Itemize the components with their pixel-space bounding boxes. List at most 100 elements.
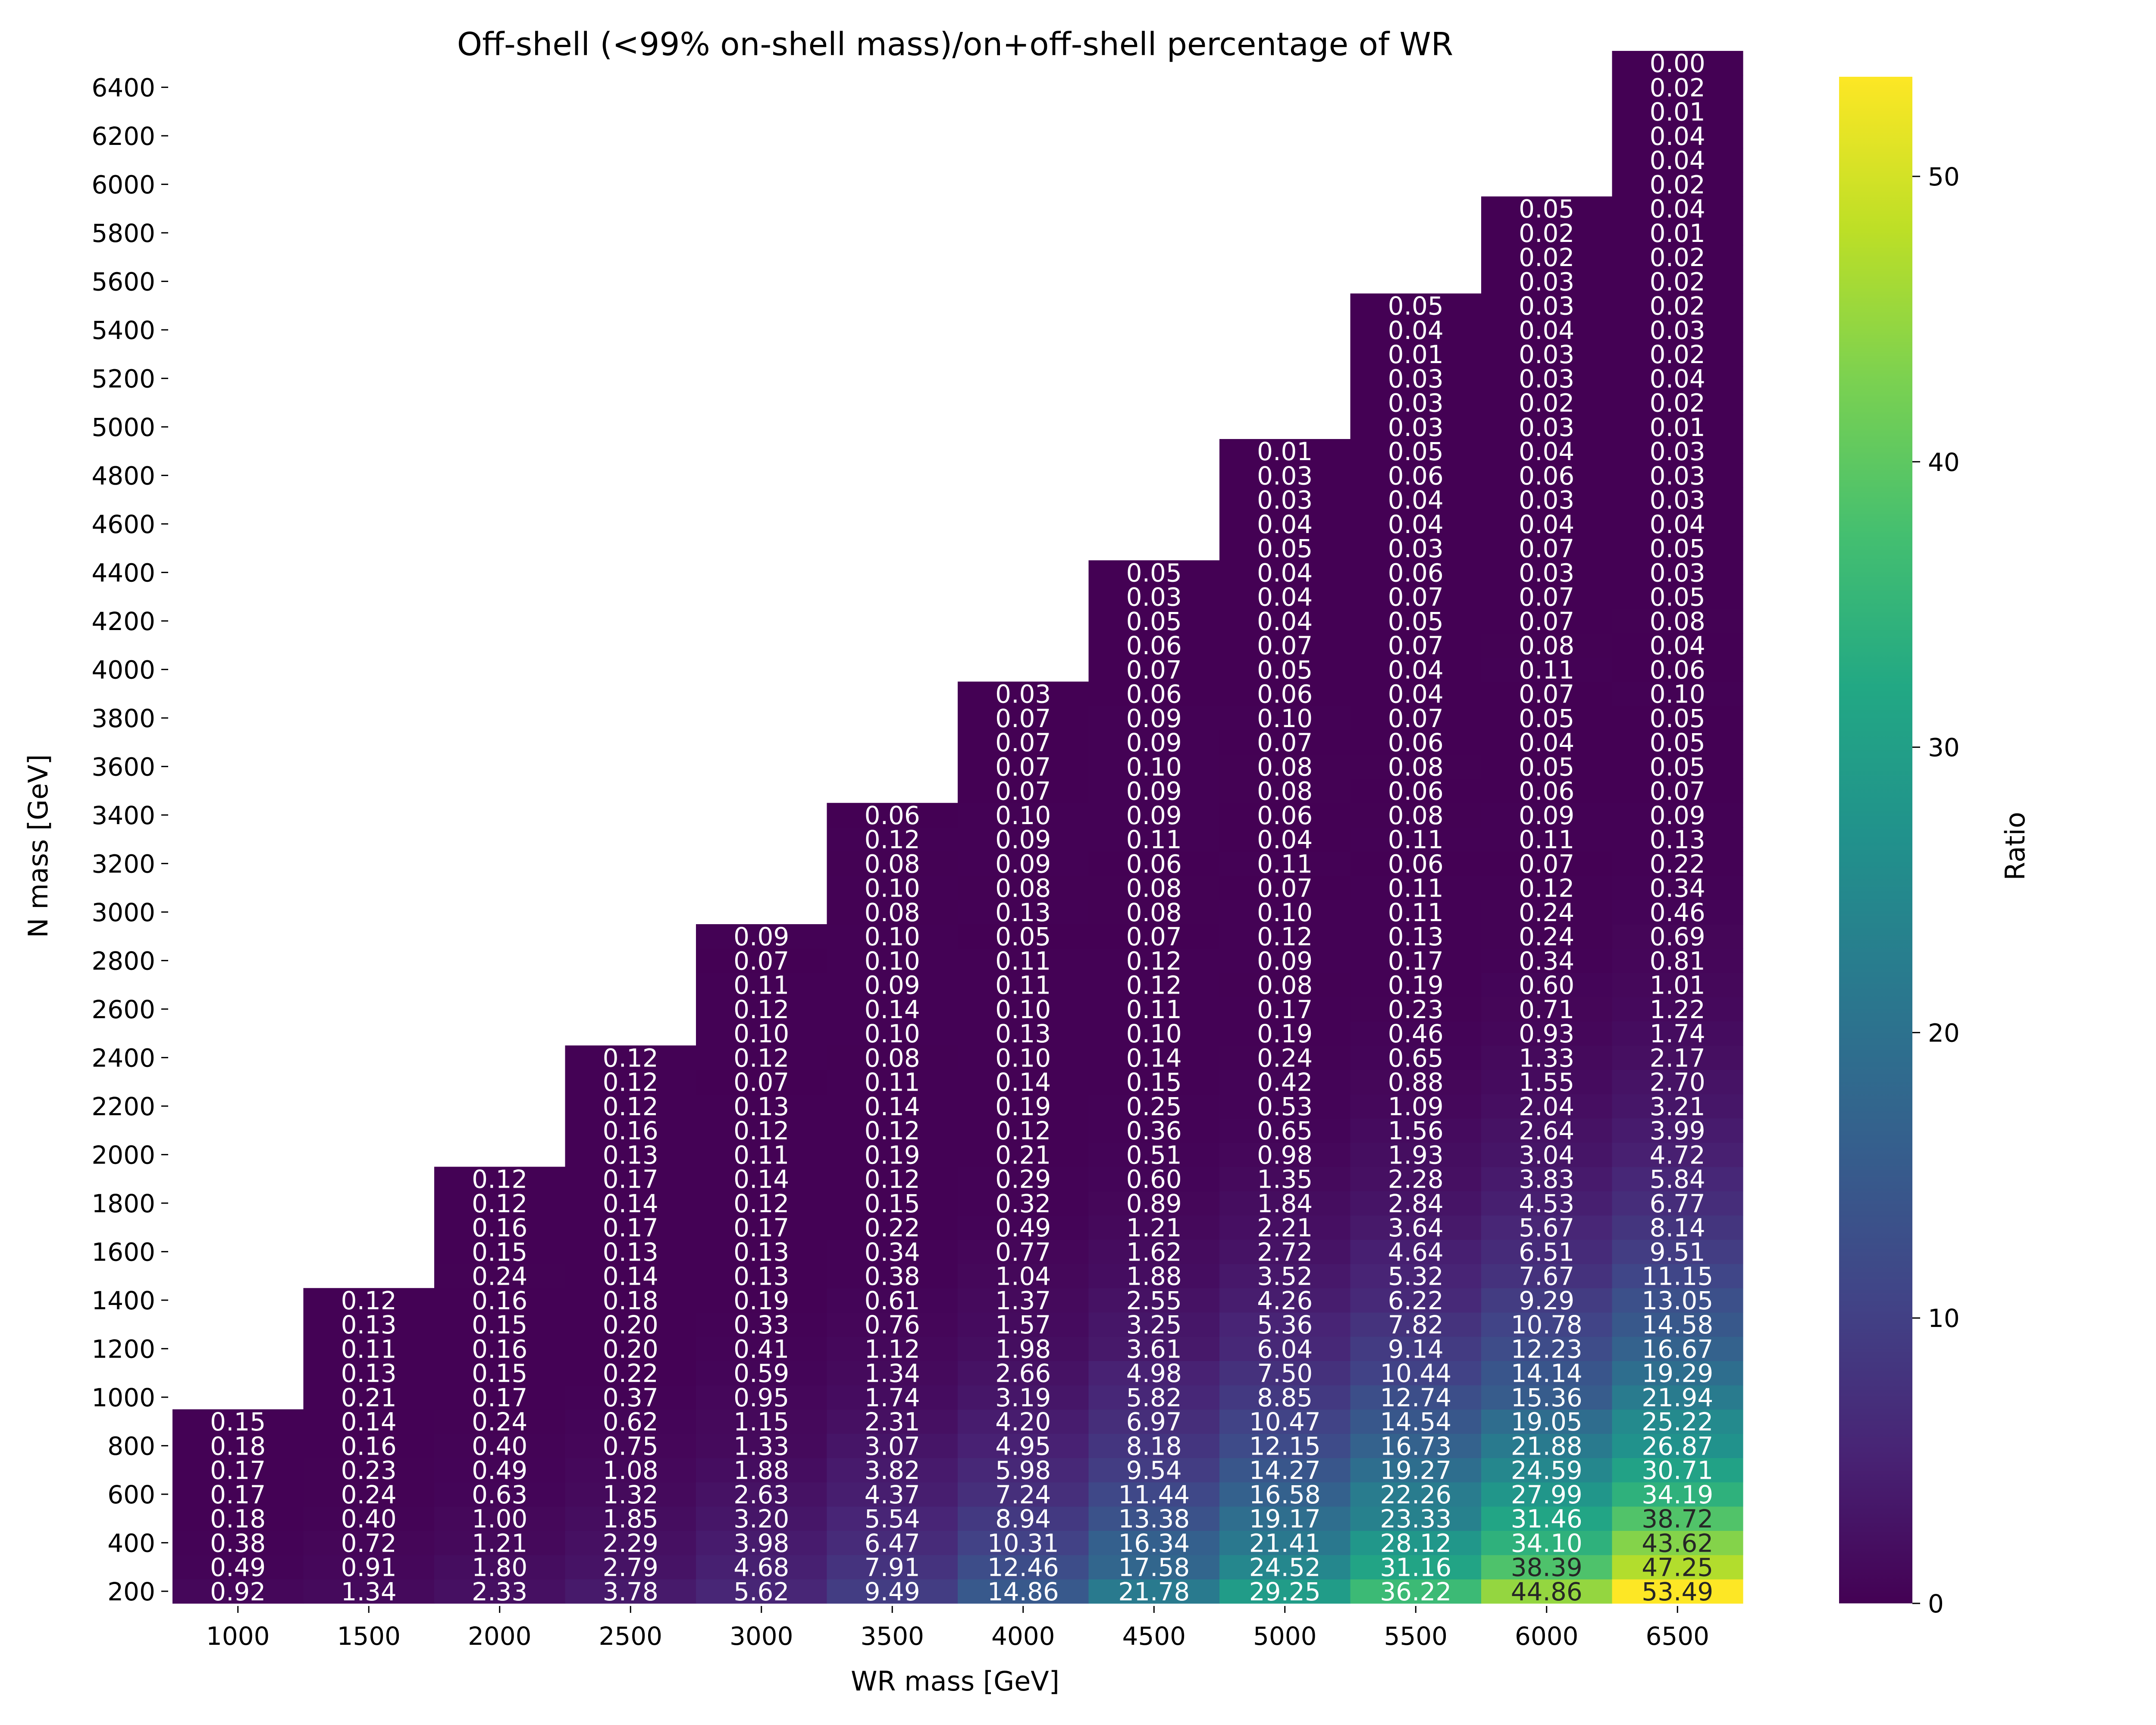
cell-value-label: 0.11 <box>1388 898 1444 927</box>
cell-value-label: 1.62 <box>1126 1237 1182 1267</box>
cell-value-label: 0.04 <box>1650 364 1705 393</box>
heatmap-cell <box>1481 511 1613 536</box>
heatmap-cell <box>958 1336 1089 1361</box>
heatmap-cell <box>172 1531 304 1556</box>
cell-value-label: 1.34 <box>341 1577 397 1606</box>
heatmap-cell <box>827 1191 958 1216</box>
heatmap-cell <box>1612 342 1743 367</box>
heatmap-cell <box>696 1312 827 1337</box>
heatmap-cell <box>827 1361 958 1386</box>
cell-value-label: 0.07 <box>1388 704 1444 733</box>
cell-value-label: 1.00 <box>472 1504 527 1534</box>
heatmap-cell <box>1219 1167 1351 1192</box>
heatmap-cell <box>1612 1531 1743 1556</box>
cell-value-label: 0.11 <box>995 946 1051 975</box>
heatmap-cell <box>958 1361 1089 1386</box>
x-tick-label: 6000 <box>1515 1622 1579 1651</box>
cell-value-label: 1.12 <box>865 1334 920 1364</box>
x-tick-label: 2500 <box>599 1622 662 1651</box>
cell-value-label: 0.18 <box>210 1431 266 1461</box>
heatmap-cell <box>827 1118 958 1143</box>
cell-value-label: 0.08 <box>1126 874 1182 903</box>
cell-value-label: 0.05 <box>1519 704 1574 733</box>
heatmap-cell <box>827 1045 958 1070</box>
heatmap-cell <box>1481 1264 1613 1289</box>
cell-value-label: 0.13 <box>603 1237 658 1267</box>
y-tick-label: 3600 <box>91 752 155 781</box>
cell-value-label: 0.13 <box>995 1019 1051 1048</box>
heatmap-cell <box>1481 1336 1613 1361</box>
cell-value-label: 0.24 <box>1519 898 1574 927</box>
cell-value-label: 4.37 <box>865 1480 920 1509</box>
cell-value-label: 19.05 <box>1511 1407 1583 1436</box>
cell-value-label: 0.11 <box>1126 825 1182 854</box>
cell-value-label: 0.42 <box>1257 1068 1313 1097</box>
cell-value-label: 0.20 <box>603 1334 658 1364</box>
heatmap-cell <box>565 1094 696 1119</box>
cell-value-label: 0.06 <box>1126 849 1182 878</box>
cell-value-label: 1.32 <box>603 1480 658 1509</box>
cell-value-label: 0.08 <box>865 1043 920 1073</box>
heatmap-cell <box>827 1458 958 1483</box>
cell-value-label: 0.19 <box>865 1140 920 1170</box>
heatmap-cell <box>1481 706 1613 731</box>
cell-value-label: 0.04 <box>1519 728 1574 757</box>
heatmap-cell <box>1481 633 1613 658</box>
y-tick-label: 600 <box>107 1480 155 1509</box>
heatmap-cell <box>1612 730 1743 755</box>
heatmap-cell <box>958 1264 1089 1289</box>
heatmap-cell <box>1088 754 1220 779</box>
heatmap-cell <box>1612 1555 1743 1580</box>
heatmap-cell <box>1350 439 1482 464</box>
cell-value-label: 0.95 <box>733 1383 789 1412</box>
cell-value-label: 4.26 <box>1257 1286 1313 1315</box>
cell-value-label: 0.06 <box>865 801 920 830</box>
colorbar-tick-label: 20 <box>1928 1018 1960 1048</box>
heatmap-cell <box>565 1239 696 1264</box>
cell-value-label: 0.18 <box>603 1286 658 1315</box>
heatmap-cell <box>696 1167 827 1192</box>
heatmap-cell <box>1219 1336 1351 1361</box>
heatmap-cell <box>1350 1409 1482 1434</box>
heatmap-cell <box>696 1094 827 1119</box>
cell-value-label: 0.13 <box>1388 922 1444 951</box>
heatmap-cell <box>565 1070 696 1095</box>
heatmap-cell <box>434 1433 566 1458</box>
cell-value-label: 0.07 <box>1650 777 1705 806</box>
heatmap-cell <box>1612 123 1743 148</box>
heatmap-cell <box>1612 1385 1743 1410</box>
cell-value-label: 5.36 <box>1257 1310 1313 1339</box>
cell-value-label: 0.08 <box>1126 898 1182 927</box>
cell-value-label: 7.24 <box>995 1480 1051 1509</box>
cell-value-label: 0.15 <box>1126 1068 1182 1097</box>
cell-value-label: 1.84 <box>1257 1189 1313 1218</box>
cell-value-label: 19.17 <box>1249 1504 1321 1534</box>
heatmap-cell <box>1481 269 1613 294</box>
colorbar-tick-label: 40 <box>1928 448 1960 477</box>
cell-value-label: 0.12 <box>733 995 789 1024</box>
heatmap-cell <box>565 1118 696 1143</box>
heatmap-cell <box>827 1531 958 1556</box>
cell-value-label: 1.80 <box>472 1553 527 1582</box>
cell-value-label: 38.39 <box>1511 1553 1583 1582</box>
heatmap-cell <box>1481 900 1613 925</box>
cell-value-label: 0.17 <box>210 1456 266 1485</box>
heatmap-cell <box>1219 1191 1351 1216</box>
cell-value-label: 23.33 <box>1380 1504 1451 1534</box>
heatmap-cell <box>958 803 1089 828</box>
cell-value-label: 0.15 <box>472 1310 527 1339</box>
cell-value-label: 10.31 <box>987 1528 1059 1558</box>
heatmap-cell <box>1612 1215 1743 1240</box>
cell-value-label: 0.05 <box>1650 583 1705 612</box>
heatmap-cell <box>1088 1482 1220 1507</box>
heatmap-cell <box>1219 778 1351 803</box>
cell-value-label: 1.33 <box>1519 1043 1574 1073</box>
heatmap-cell <box>1612 948 1743 973</box>
cell-value-label: 25.22 <box>1642 1407 1713 1436</box>
cell-value-label: 0.08 <box>1519 631 1574 660</box>
cell-value-label: 0.12 <box>865 1116 920 1145</box>
heatmap-cell <box>827 1409 958 1434</box>
cell-value-label: 0.07 <box>995 777 1051 806</box>
heatmap-cell <box>1350 1482 1482 1507</box>
heatmap-cell <box>1350 366 1482 391</box>
